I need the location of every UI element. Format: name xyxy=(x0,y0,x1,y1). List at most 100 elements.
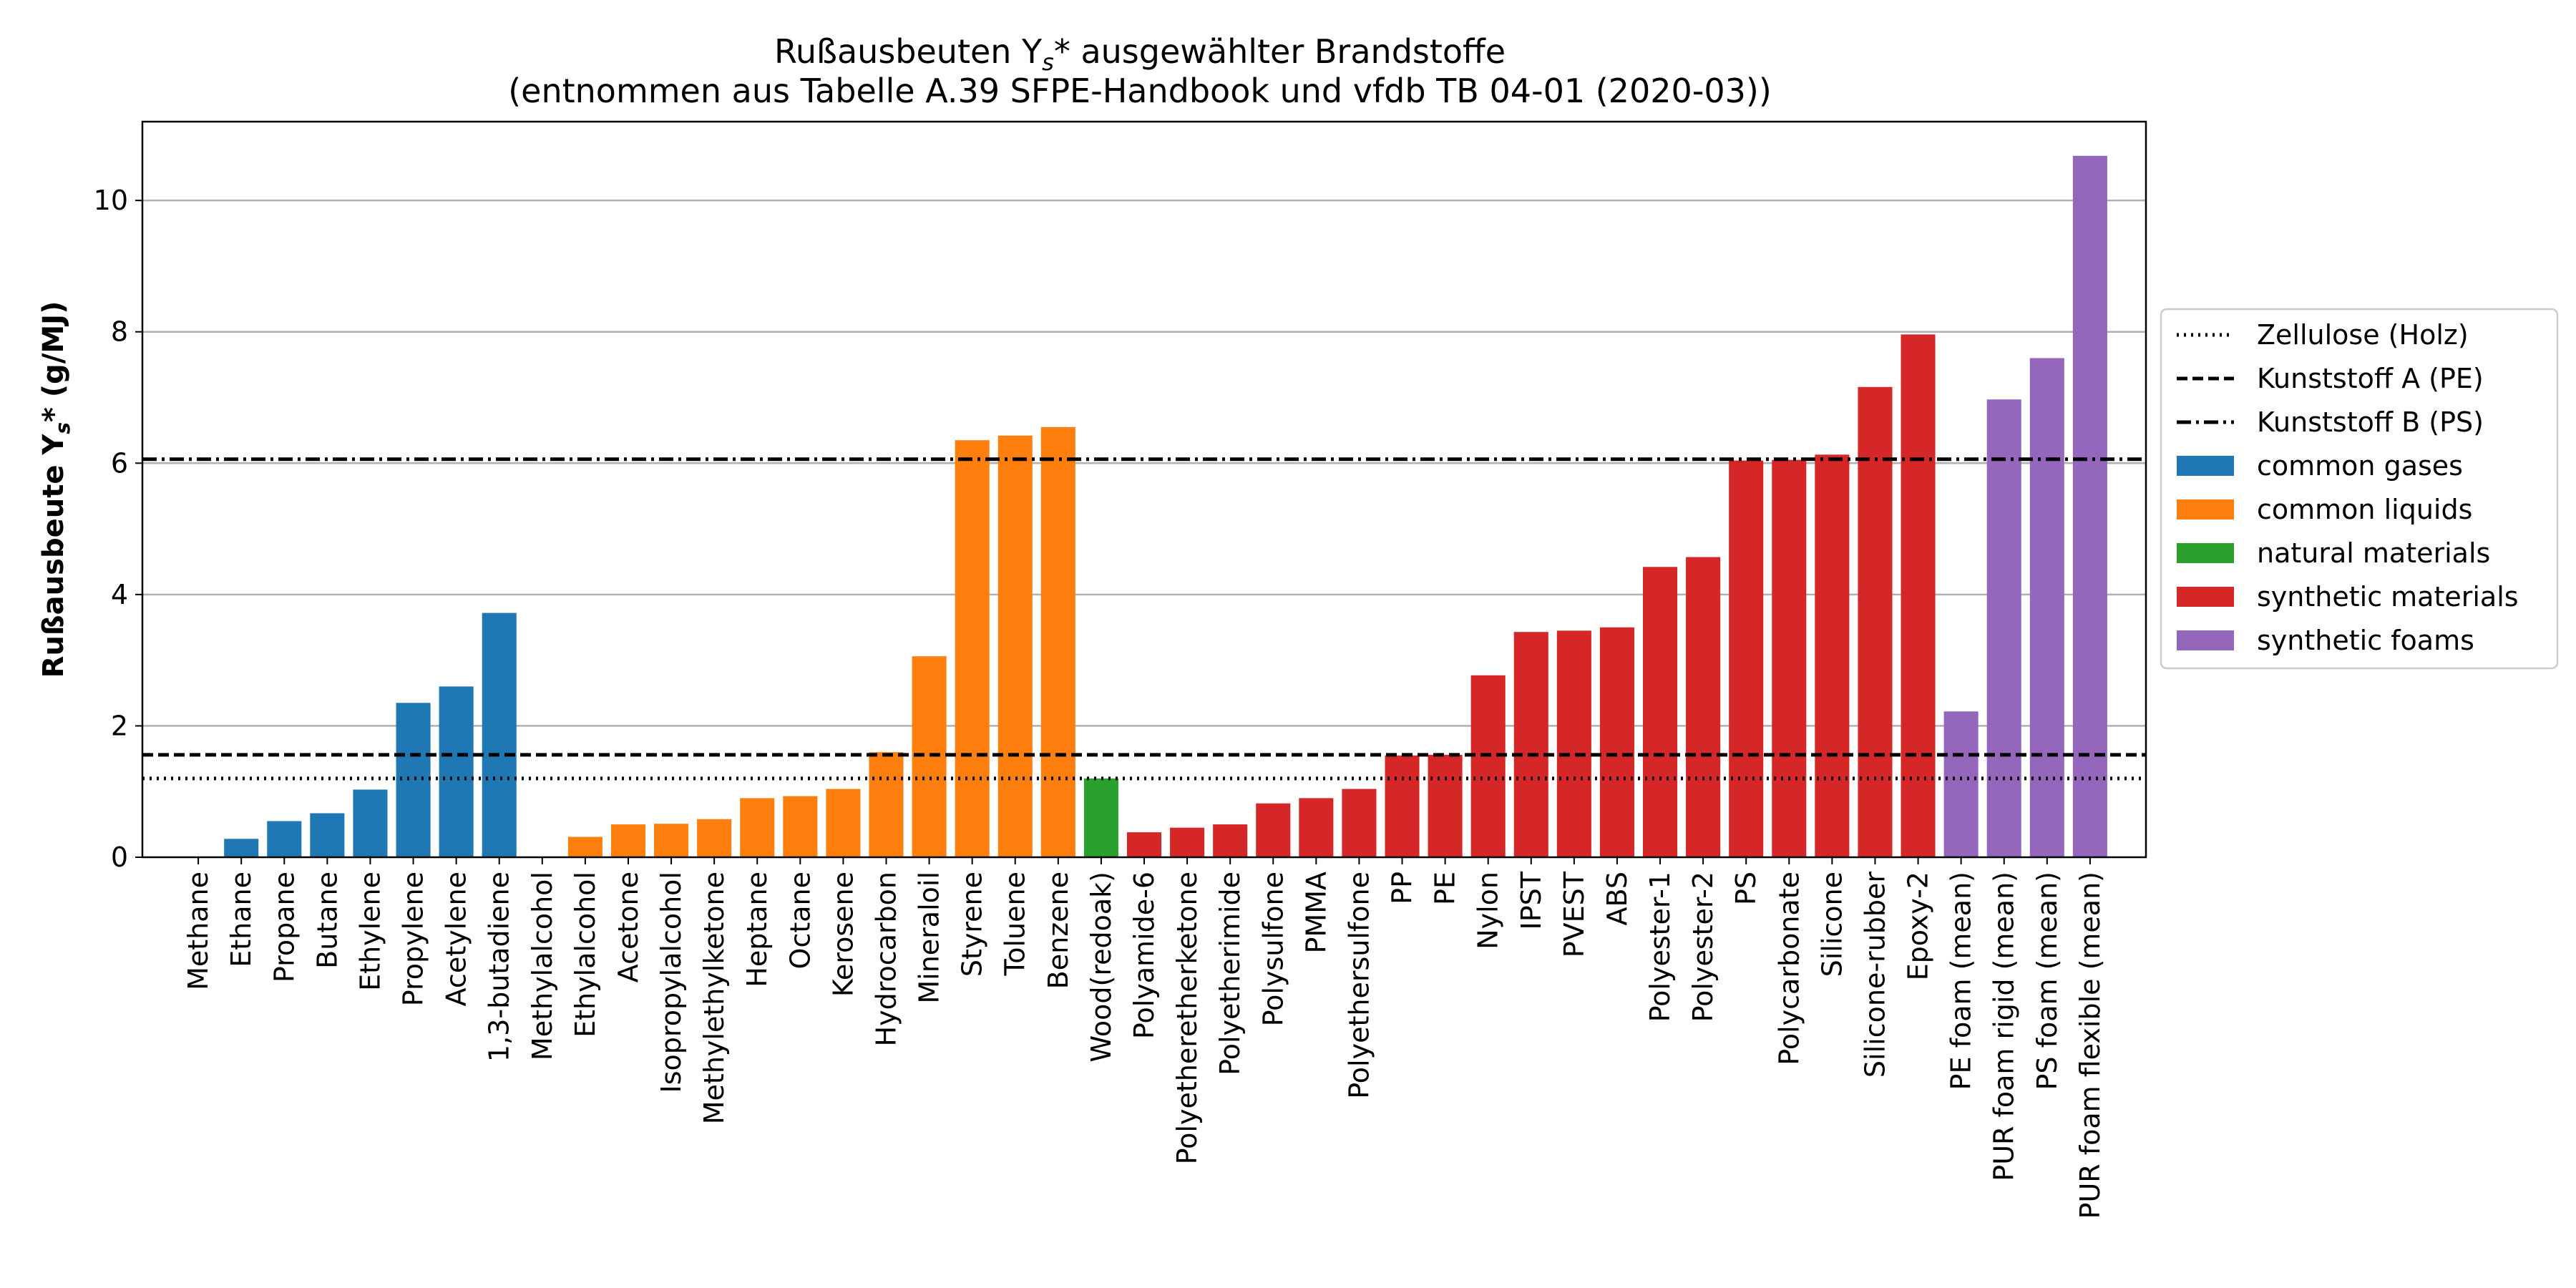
bar-propane xyxy=(267,821,302,857)
y-axis: 0 2 4 6 8 10 xyxy=(94,185,142,873)
legend-box xyxy=(2160,308,2559,670)
legend-swatch-natural-materials xyxy=(2177,543,2234,563)
bar-methylethylketone xyxy=(697,819,732,857)
bar-ethylene xyxy=(353,789,388,857)
y-tick-label-10: 10 xyxy=(94,185,128,216)
x-tick-label-abs: ABS xyxy=(1601,872,1633,926)
y-tick-label-4: 4 xyxy=(111,579,128,610)
bar-wood-redoak xyxy=(1083,778,1118,857)
bar-abs xyxy=(1599,627,1634,857)
bar-butane xyxy=(310,813,345,857)
y-tick-label-6: 6 xyxy=(111,447,128,479)
legend-label-synthetic-foams: synthetic foams xyxy=(2257,625,2474,656)
legend-label-common-gases: common gases xyxy=(2257,450,2463,482)
bar-epoxy-2 xyxy=(1901,334,1936,857)
bar-pp xyxy=(1385,755,1420,857)
bar-benzene xyxy=(1040,426,1075,857)
bar-pvest xyxy=(1556,630,1591,857)
x-tick-label-polysulfone: Polysulfone xyxy=(1257,872,1289,1026)
x-tick-label-pur-foam-rigid-mean: PUR foam rigid (mean) xyxy=(1989,872,2020,1181)
x-tick-label-styrene: Styrene xyxy=(957,872,988,977)
legend-label-kunststoff-b-ps: Kunststoff B (PS) xyxy=(2257,406,2484,438)
legend-swatch-synthetic-foams xyxy=(2177,630,2234,650)
x-tick-label-propylene: Propylene xyxy=(398,872,429,1006)
x-tick-label-acetylene: Acetylene xyxy=(441,872,472,1006)
x-tick-label-ethylalcohol: Ethylalcohol xyxy=(570,872,601,1038)
y-tick-label-0: 0 xyxy=(111,841,128,873)
x-tick-label-butane: Butane xyxy=(311,872,343,969)
bar-pe xyxy=(1428,754,1463,857)
x-tick-label-ethylene: Ethylene xyxy=(354,872,386,991)
x-tick-label-methylalcohol: Methylalcohol xyxy=(527,872,558,1060)
bar-pur-foam-flexible-mean xyxy=(2072,155,2107,857)
x-tick-label-toluene: Toluene xyxy=(1000,872,1031,977)
bar-mineraloil xyxy=(912,656,947,857)
bar-heptane xyxy=(740,798,775,857)
legend-label-synthetic-materials: synthetic materials xyxy=(2257,581,2519,613)
legend-label-zellulose-holz: Zellulose (Holz) xyxy=(2257,319,2469,351)
y-tick-label-2: 2 xyxy=(111,710,128,741)
x-tick-label-pe: PE xyxy=(1430,872,1461,905)
x-tick-label-mineraloil: Mineraloil xyxy=(914,872,945,1004)
bar-silicone xyxy=(1815,454,1850,857)
x-tick-label-polyester-1: Polyester-1 xyxy=(1644,872,1676,1022)
x-tick-label-benzene: Benzene xyxy=(1043,872,1074,989)
x-tick-label-polyamide-6: Polyamide-6 xyxy=(1128,872,1160,1039)
bars xyxy=(224,155,2107,857)
x-axis: Methane Ethane Propane Butane Ethylene Propyl… xyxy=(182,857,2106,1219)
chart-title-line2: (entnommen aus Tabelle A.39 SFPE-Handboo… xyxy=(508,72,1772,110)
grid-lines xyxy=(142,199,2146,727)
legend-swatch-synthetic-materials xyxy=(2177,587,2234,607)
bar-toluene xyxy=(997,435,1033,857)
legend-label-kunststoff-a-pe: Kunststoff A (PE) xyxy=(2257,363,2484,394)
bar-polyethersulfone xyxy=(1342,789,1377,857)
bar-acetylene xyxy=(439,686,474,857)
bar-polycarbonate xyxy=(1772,459,1807,857)
x-tick-label-propane: Propane xyxy=(268,872,300,982)
bar-pur-foam-rigid-mean xyxy=(1986,399,2021,857)
x-tick-label-wood-redoak: Wood(redoak) xyxy=(1085,872,1117,1062)
legend-swatch-common-gases xyxy=(2177,456,2234,476)
x-tick-label-polyethersulfone: Polyethersulfone xyxy=(1343,872,1375,1099)
chart-title-line1: Rußausbeuten Ys* ausgewählter Brandstoff… xyxy=(774,32,1506,76)
bar-nylon xyxy=(1470,675,1506,857)
bar-isopropylalcohol xyxy=(654,824,689,857)
reference-lines xyxy=(142,457,2146,781)
x-tick-label-polyester-2: Polyester-2 xyxy=(1687,872,1719,1022)
x-tick-label-nylon: Nylon xyxy=(1473,872,1504,950)
bar-polyamide-6 xyxy=(1126,832,1162,857)
bar-pe-foam-mean xyxy=(1943,711,1979,857)
x-tick-label-methane: Methane xyxy=(182,872,214,990)
x-tick-label-silicone-rubber: Silicone-rubber xyxy=(1859,872,1890,1078)
x-tick-label-isopropylalcohol: Isopropylalcohol xyxy=(655,872,687,1093)
bar-ps-foam-mean xyxy=(2029,358,2064,857)
x-tick-label-ipst: IPST xyxy=(1516,871,1547,930)
bar-acetone xyxy=(610,824,646,857)
x-tick-label-silicone: Silicone xyxy=(1816,872,1848,977)
bar-kerosene xyxy=(826,789,861,857)
bar-ethylalcohol xyxy=(567,836,602,857)
x-tick-label-pur-foam-flexible-mean: PUR foam flexible (mean) xyxy=(2074,872,2106,1219)
bar-ps xyxy=(1729,460,1764,857)
legend: Zellulose (Holz) Kunststoff A (PE) Kunstst… xyxy=(2160,308,2559,670)
bar-ethane xyxy=(224,839,259,857)
bar-1-3-butadiene xyxy=(482,613,517,857)
x-tick-label-1-3-butadiene: 1,3-butadiene xyxy=(484,872,515,1062)
legend-label-common-liquids: common liquids xyxy=(2257,494,2472,525)
x-tick-label-hydrocarbon: Hydrocarbon xyxy=(870,872,902,1046)
bar-ipst xyxy=(1513,632,1548,857)
x-tick-label-pmma: PMMA xyxy=(1300,872,1332,953)
x-tick-label-kerosene: Kerosene xyxy=(827,872,859,997)
x-tick-label-ps-foam-mean: PS foam (mean) xyxy=(2031,872,2063,1091)
legend-swatch-common-liquids xyxy=(2177,499,2234,519)
bar-hydrocarbon xyxy=(869,752,904,857)
x-tick-label-ethane: Ethane xyxy=(225,872,257,967)
x-tick-label-methylethylketone: Methylethylketone xyxy=(698,872,730,1124)
bar-polyetheretherketone xyxy=(1170,827,1205,857)
y-axis-label: Rußausbeute Ys* (g/MJ) xyxy=(37,301,74,678)
bar-polyester-2 xyxy=(1686,557,1721,857)
x-tick-label-acetone: Acetone xyxy=(613,872,644,982)
x-tick-label-polyetherimide: Polyetherimide xyxy=(1214,872,1246,1075)
y-tick-label-8: 8 xyxy=(111,316,128,348)
